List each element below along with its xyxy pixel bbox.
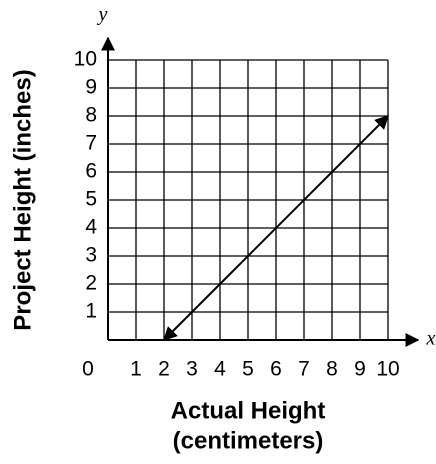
y-tick-label: 7 — [85, 132, 97, 155]
x-tick-label: 1 — [130, 358, 142, 381]
y-axis-letter: y — [97, 4, 108, 26]
x-tick-label: 8 — [326, 358, 338, 381]
x-tick-label: 4 — [214, 358, 226, 381]
y-tick-label: 2 — [85, 272, 97, 295]
x-axis-letter: x — [426, 328, 436, 350]
x-axis-title: Actual Height — [171, 397, 326, 424]
y-tick-label: 9 — [85, 76, 97, 99]
y-tick-label: 4 — [85, 216, 97, 239]
y-tick-label: 6 — [85, 160, 97, 183]
y-tick-label: 5 — [85, 188, 97, 211]
x-tick-label: 5 — [242, 358, 254, 381]
x-tick-label: 2 — [158, 358, 170, 381]
x-tick-label: 10 — [376, 358, 399, 381]
x-tick-label: 7 — [298, 358, 310, 381]
y-axis-title: Project Height (inches) — [9, 69, 36, 330]
line — [163, 115, 389, 341]
x-tick-label: 9 — [354, 358, 366, 381]
y-tick-label: 3 — [85, 244, 97, 267]
x-tick-label: 0 — [82, 358, 94, 381]
x-axis-title: (centimeters) — [173, 427, 324, 454]
y-tick-label: 10 — [74, 48, 97, 71]
y-tick-label: 8 — [85, 104, 97, 127]
x-tick-label: 6 — [270, 358, 282, 381]
y-tick-label: 1 — [85, 300, 97, 323]
grid — [107, 59, 389, 340]
x-tick-label: 3 — [186, 358, 198, 381]
